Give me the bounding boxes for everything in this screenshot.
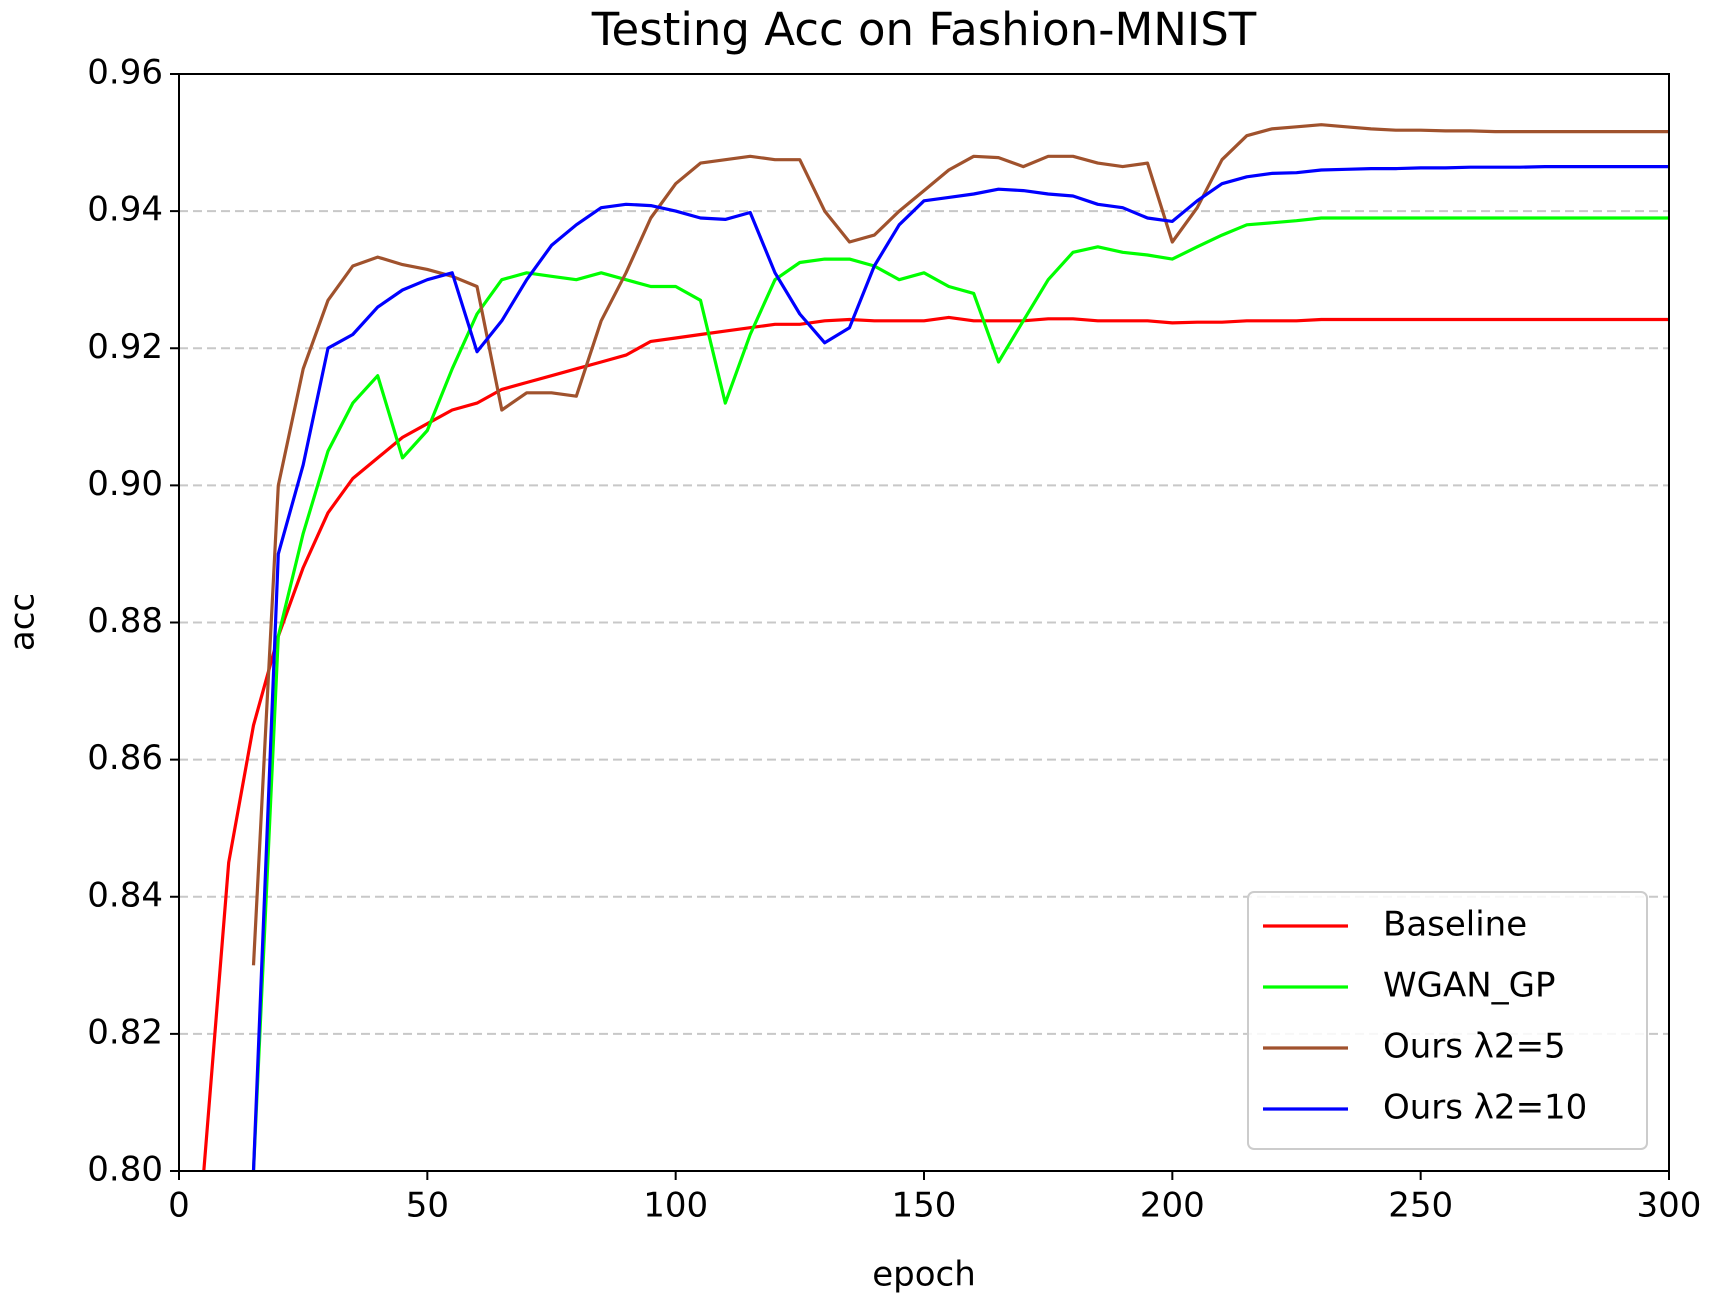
y-tick-label: 0.80 (87, 1150, 163, 1190)
legend-label: Ours λ2=10 (1383, 1088, 1587, 1128)
series-line (202, 315, 1669, 1171)
x-tick-label: 0 (168, 1186, 190, 1226)
legend-label: WGAN_GP (1383, 966, 1556, 1006)
x-tick-label: 300 (1637, 1186, 1702, 1226)
x-tick-label: 150 (892, 1186, 957, 1226)
x-tick-label: 50 (406, 1186, 449, 1226)
x-tick-label: 200 (1140, 1186, 1205, 1226)
series-line (251, 216, 1669, 1171)
chart-title: Testing Acc on Fashion-MNIST (591, 3, 1257, 56)
legend-label: Baseline (1383, 905, 1527, 945)
y-tick-label: 0.92 (87, 327, 163, 367)
legend-label: Ours λ2=5 (1383, 1027, 1566, 1067)
y-tick-label: 0.96 (87, 53, 163, 93)
series-line (251, 123, 1669, 966)
x-tick-label: 100 (643, 1186, 708, 1226)
y-tick-label: 0.90 (87, 464, 163, 504)
plot-frame (178, 73, 1670, 1172)
x-axis-label: epoch (872, 1255, 976, 1295)
y-tick-label: 0.86 (87, 738, 163, 778)
y-tick-label: 0.88 (87, 601, 163, 641)
legend-box (1247, 891, 1648, 1150)
y-tick-label: 0.94 (87, 190, 163, 230)
y-axis-label: acc (3, 593, 43, 651)
plot-lines (202, 123, 1669, 1171)
x-tick-label: 250 (1388, 1186, 1453, 1226)
y-tick-label: 0.84 (87, 875, 163, 915)
series-line (251, 165, 1669, 1171)
y-tick-label: 0.82 (87, 1012, 163, 1052)
